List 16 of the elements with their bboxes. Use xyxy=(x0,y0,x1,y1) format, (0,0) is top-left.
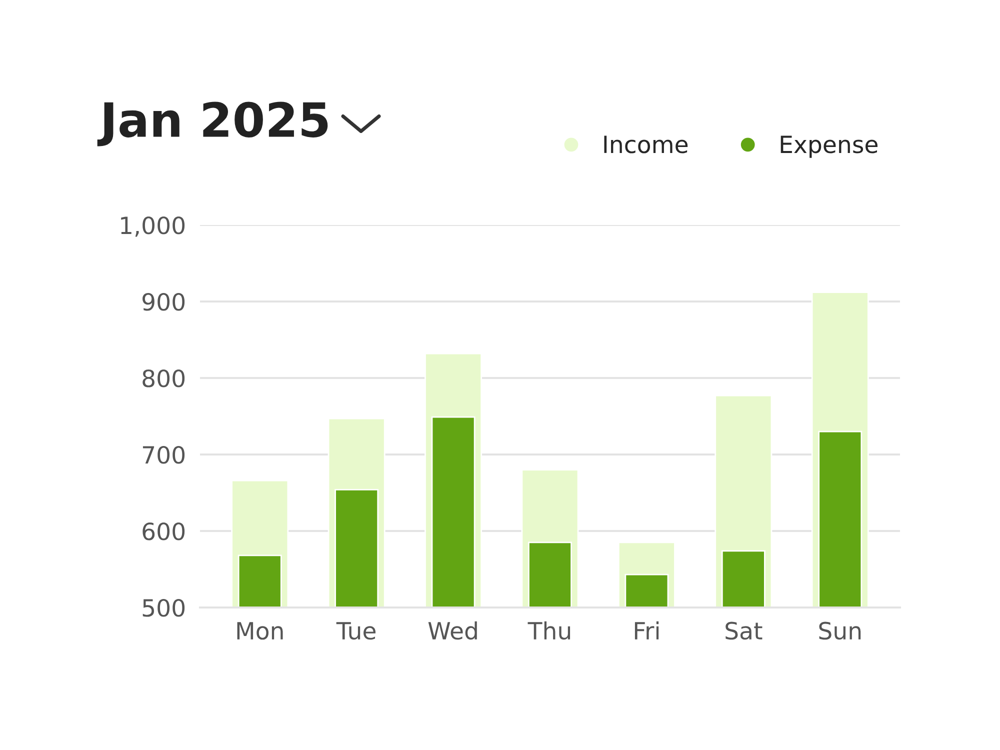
y-tick-label: 1,000 xyxy=(121,216,185,237)
y-tick-label: 700 xyxy=(142,446,185,464)
y-tick-label: 500 xyxy=(142,598,185,617)
x-tick-label: Sun xyxy=(819,622,861,640)
x-tick-label: Fri xyxy=(634,621,659,640)
legend-label: Expense xyxy=(780,136,878,158)
legend-label: Income xyxy=(604,136,688,154)
y-tick-label: 600 xyxy=(142,522,185,540)
y-tick-label: 800 xyxy=(142,369,185,388)
x-tick-label: Tue xyxy=(336,622,376,640)
y-tick-label: 900 xyxy=(142,292,185,311)
x-tick-label: Thu xyxy=(528,621,570,640)
chart-title: Jan 2025 xyxy=(97,102,328,146)
x-tick-label: Wed xyxy=(428,621,477,640)
x-tick-label: Mon xyxy=(237,622,283,640)
x-tick-label: Sat xyxy=(726,622,762,640)
